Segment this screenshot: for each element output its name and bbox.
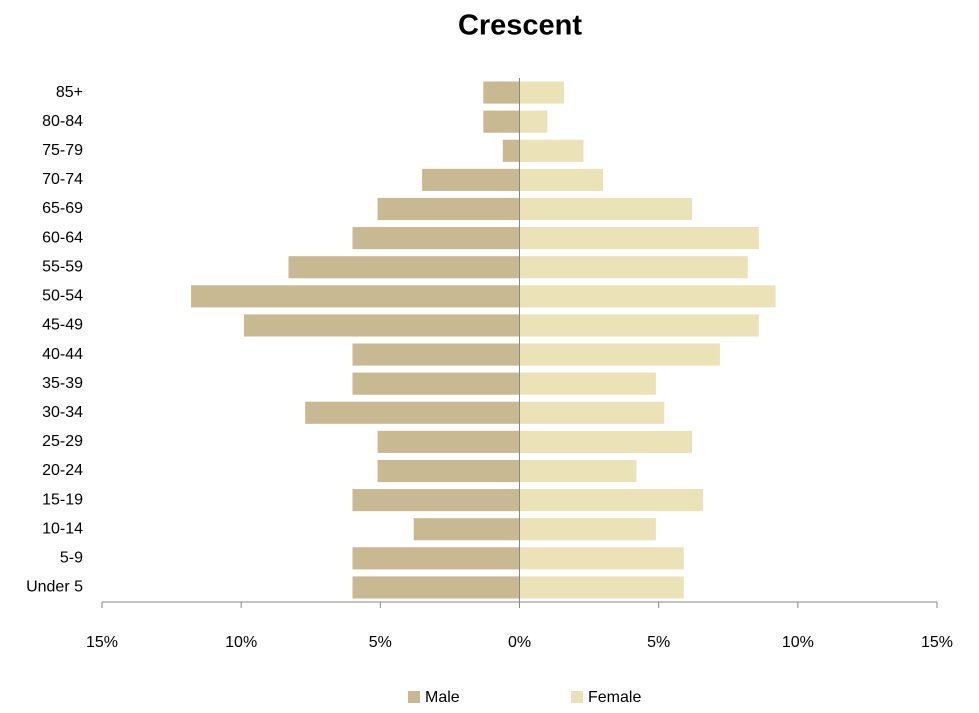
y-tick-label: 40-44 [42, 346, 83, 363]
bar [519, 285, 776, 308]
bar [519, 314, 759, 337]
y-tick-label: 55-59 [42, 258, 83, 275]
bar [519, 110, 548, 133]
bar [377, 197, 520, 221]
bar [352, 343, 520, 366]
bar [519, 489, 704, 512]
legend-swatch [408, 691, 420, 703]
bar [519, 547, 684, 570]
legend-label: Male [425, 689, 460, 706]
bar [288, 256, 520, 279]
x-tick-label: 10% [225, 634, 257, 651]
y-tick-label: 20-24 [42, 462, 83, 479]
bar [352, 372, 520, 395]
y-tick-label: 45-49 [42, 317, 83, 334]
bar [519, 518, 656, 541]
bar [352, 547, 520, 570]
bar [413, 518, 520, 541]
y-tick-label: 5-9 [60, 550, 83, 567]
bar [502, 139, 520, 162]
y-tick-label: 10-14 [42, 520, 83, 537]
y-tick-label: 75-79 [42, 142, 83, 159]
bar [243, 314, 520, 337]
y-tick-label: 50-54 [42, 288, 83, 305]
y-tick-label: 85+ [56, 84, 83, 101]
x-tick-label: 15% [86, 634, 118, 651]
y-tick-label: 70-74 [42, 171, 83, 188]
bar [519, 139, 584, 162]
bar [519, 401, 665, 424]
y-tick-label: 65-69 [42, 200, 83, 217]
y-tick-label: 15-19 [42, 491, 83, 508]
bar [352, 489, 520, 512]
chart-title: Crescent [458, 10, 582, 42]
bar [483, 81, 520, 104]
y-tick-label: 30-34 [42, 404, 83, 421]
x-tick-label: 5% [647, 634, 670, 651]
bar [519, 372, 656, 395]
bar [519, 227, 759, 250]
y-tick-label: 80-84 [42, 113, 83, 130]
legend-swatch [571, 691, 583, 703]
bar [422, 168, 520, 191]
bar [519, 256, 748, 279]
y-tick-label: Under 5 [26, 579, 83, 596]
bar [352, 227, 520, 250]
bar [519, 168, 603, 191]
bar [519, 430, 693, 453]
bar [519, 343, 720, 366]
x-tick-label: 10% [782, 634, 814, 651]
y-tick-label: 35-39 [42, 375, 83, 392]
y-tick-label: 60-64 [42, 229, 83, 246]
bar [519, 576, 684, 599]
x-tick-label: 5% [369, 634, 392, 651]
y-tick-label: 25-29 [42, 433, 83, 450]
bar [519, 81, 565, 104]
bar [519, 459, 637, 483]
legend-label: Female [588, 689, 641, 706]
bar [483, 110, 520, 133]
x-tick-label: 0% [508, 634, 531, 651]
bar [519, 197, 693, 221]
bar [305, 401, 520, 424]
bar [191, 285, 520, 308]
x-tick-label: 15% [921, 634, 953, 651]
bar [352, 576, 520, 599]
bar [377, 430, 520, 453]
bar [377, 459, 520, 483]
